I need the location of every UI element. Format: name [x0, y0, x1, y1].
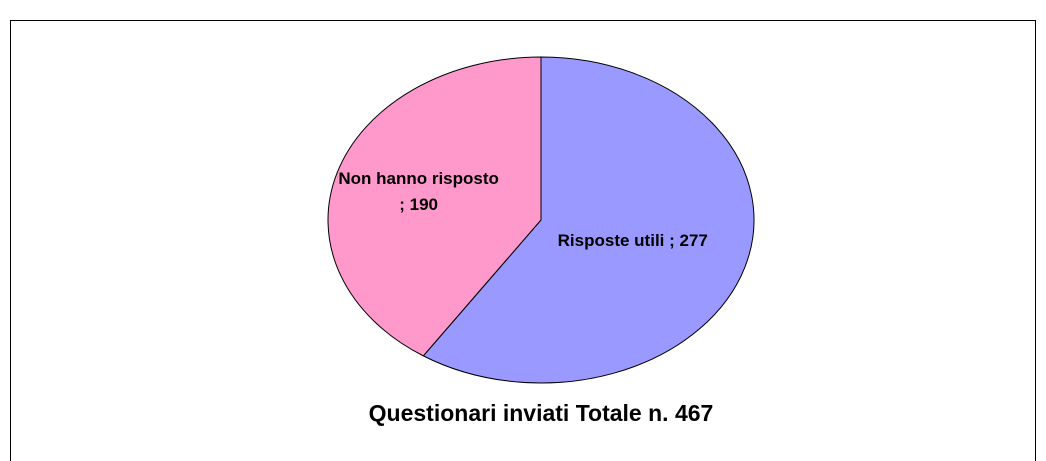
slice-label-box: Risposte utili ; 277 — [557, 231, 708, 251]
slice-label-box: Non hanno risposto ; 190 — [338, 168, 499, 214]
chart-title: Questionari inviati Totale n. 467 — [369, 400, 714, 426]
slice-label: Non hanno risposto ; 190 — [338, 168, 499, 214]
slice-label: Risposte utili ; 277 — [557, 231, 708, 251]
pie-slice — [327, 56, 542, 357]
pie-slice — [422, 56, 755, 384]
